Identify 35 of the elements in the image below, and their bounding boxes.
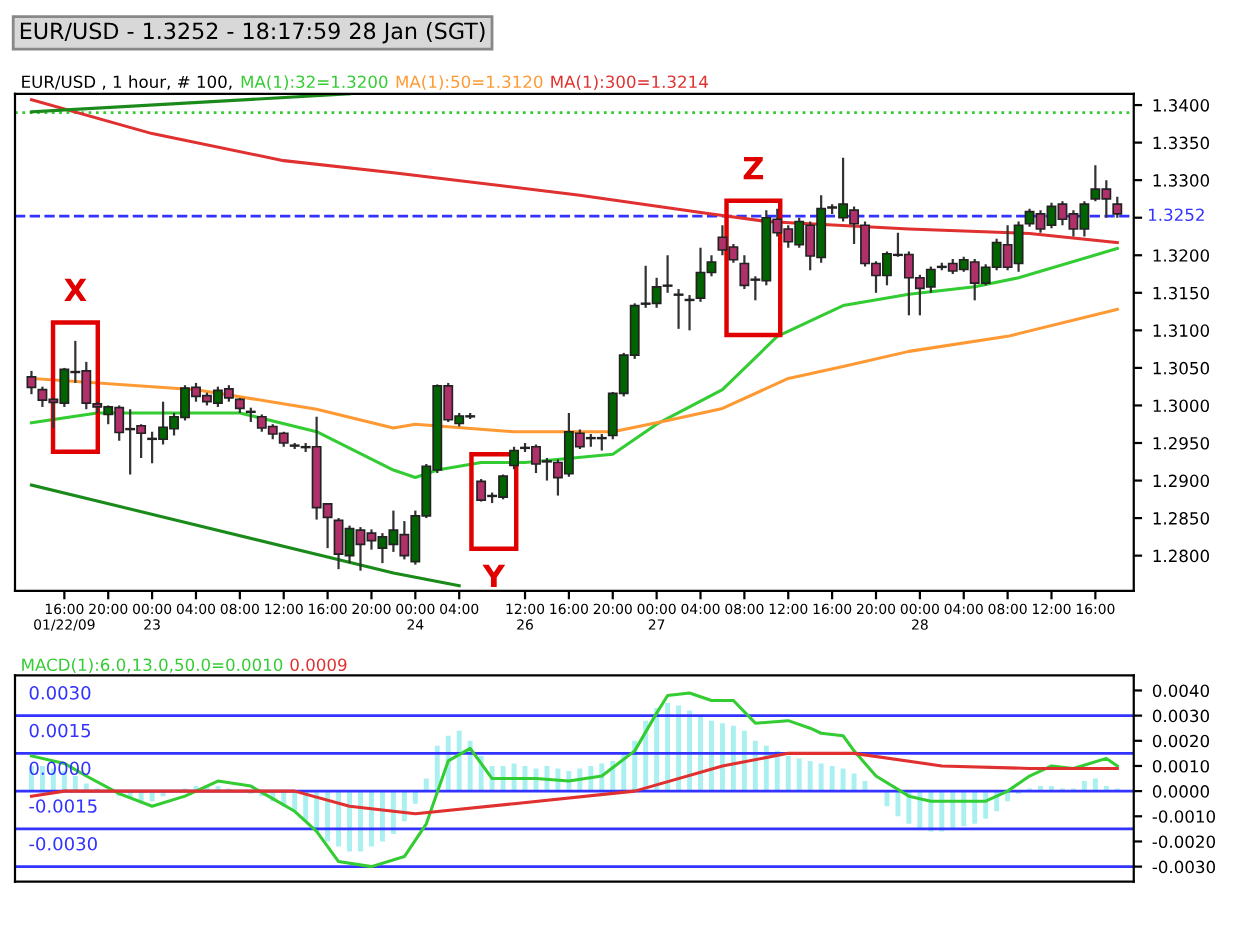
ref-line-label: -0.0015 [29,799,97,813]
y-tick-label: 1.3350 [1153,136,1210,150]
chart-title: EUR/USD - 1.3252 - 18:17:59 28 Jan (SGT) [20,22,485,44]
y-tick-label: -0.0030 [1152,860,1216,874]
y-tick-label: 1.3300 [1153,174,1210,187]
y-tick-label: 0.0040 [1152,684,1210,698]
y-tick-label: 0.0020 [1152,734,1210,748]
y-tick-label: -0.0020 [1152,835,1216,849]
text: MA(1):300=1.3214 [551,75,708,91]
annotation: Z [743,157,764,180]
y-tick-label: 1.3400 [1153,99,1210,112]
y-tick-label: 1.2800 [1153,549,1210,563]
y-tick-label: 1.2950 [1153,436,1210,450]
y-tick-label: 0.0010 [1152,759,1210,773]
y-tick-label: 1.3200 [1153,249,1210,262]
text: MA(1):32=1.3200 [241,75,388,91]
ref-line-label: 1.3252 [1149,208,1204,222]
chart-subtitle: EUR/USD , 1 hour, # 100, [22,75,232,90]
annotation: X [64,278,87,302]
ref-line-label: -0.0030 [29,836,97,851]
y-tick-label: 1.3050 [1153,361,1210,375]
y-tick-label: 0.0000 [1152,785,1210,798]
annotation: Y [482,564,506,587]
y-tick-label: 1.3000 [1153,399,1210,413]
y-tick-label: 1.2900 [1153,474,1210,488]
y-tick-label: 1.3150 [1153,286,1210,300]
y-tick-label: -0.0010 [1152,810,1216,823]
text: MACD(1):6.0,13.0,50.0=0.0010 [22,658,283,674]
y-tick-label: 1.2850 [1153,512,1210,525]
y-tick-label: 0.0030 [1152,709,1210,723]
text: 0.0009 [290,658,347,672]
ref-line-label: 0.0015 [29,723,91,738]
text: MA(1):50=1.3120 [396,75,543,91]
y-tick-label: 1.3100 [1153,324,1210,337]
ref-line-label: 0.0030 [29,685,91,700]
